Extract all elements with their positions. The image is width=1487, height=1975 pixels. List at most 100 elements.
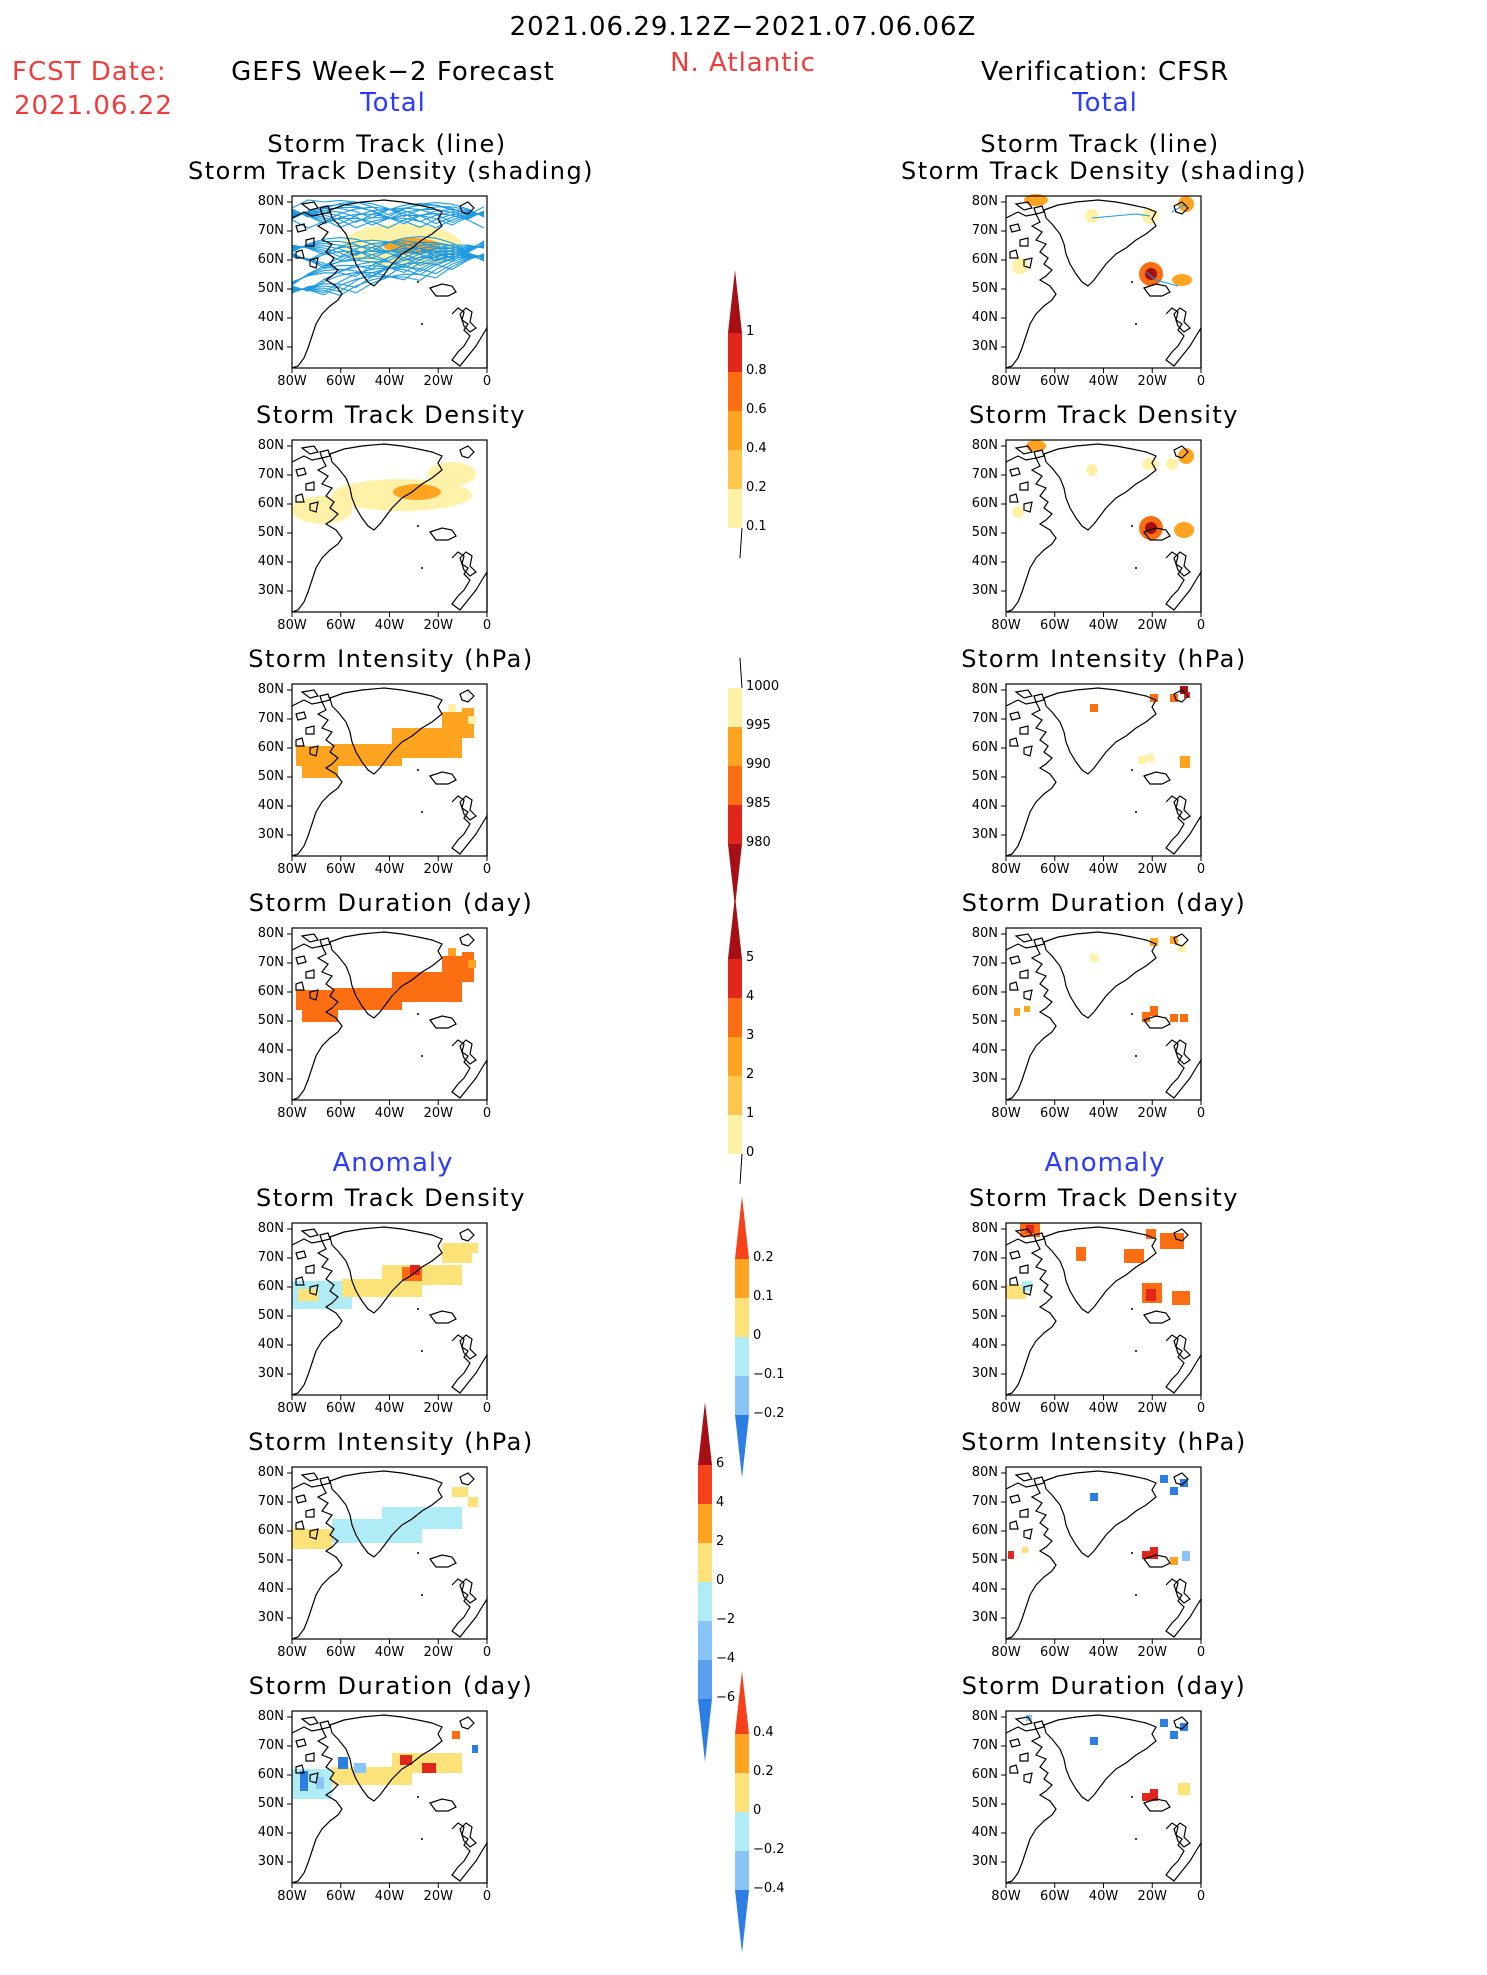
coastline [459, 307, 477, 333]
coastline [1043, 199, 1157, 287]
colorbar-label: 1000 [746, 679, 780, 694]
lat-label: 60N [971, 1523, 998, 1538]
coastline [429, 1554, 457, 1568]
coastline [291, 1726, 343, 1884]
lat-label: 80N [971, 926, 998, 941]
lon-label: 60W [1040, 1106, 1070, 1121]
shading-cell [1150, 1006, 1158, 1016]
colorbar-label: −0.2 [753, 1842, 785, 1857]
colorbar-tail [739, 527, 743, 559]
lat-label: 60N [971, 252, 998, 267]
lat-label: 70N [257, 1494, 284, 1509]
colorbar-swatch [728, 1076, 742, 1115]
shading-cell [316, 1777, 324, 1789]
island-dot [417, 281, 419, 283]
lat-label: 50N [257, 281, 284, 296]
shading-cell [442, 956, 464, 976]
island-dot [1135, 1055, 1137, 1057]
coastline [1009, 1228, 1045, 1296]
colorbar-swatch [698, 1621, 712, 1660]
lon-label: 40W [374, 862, 405, 877]
island-dot [1135, 1838, 1137, 1840]
colorbar-swatch [698, 1543, 712, 1582]
coastline [459, 933, 475, 947]
colorbar-label: 1 [746, 1106, 755, 1121]
colorbar-swatch [728, 372, 742, 411]
lon-label: 80W [277, 1401, 307, 1416]
lon-label: 80W [277, 1645, 307, 1660]
island-dot [421, 1838, 423, 1840]
colorbar-label: 985 [746, 796, 771, 811]
lat-label: 30N [257, 1366, 284, 1381]
lon-label: 80W [277, 374, 307, 389]
lat-label: 70N [257, 467, 284, 482]
lat-label: 30N [971, 1854, 998, 1869]
island-dot [1131, 1552, 1133, 1554]
shading-cell [1180, 1014, 1188, 1022]
lat-label: 30N [971, 827, 998, 842]
shading-cell [292, 1529, 332, 1549]
cfsr-anom-duration-map: 80N 70N 60N 50N 40N 30N 80W 60W 40W 20W 0 [972, 1709, 1205, 1904]
shading-cell [1150, 1789, 1158, 1801]
coastline [329, 931, 443, 1019]
right-anomaly-label: Anomaly [1044, 1148, 1166, 1178]
coastline [1143, 527, 1171, 541]
shading-cell [1026, 1225, 1034, 1233]
colorbar-label: 0.2 [746, 480, 767, 495]
coastline [1009, 201, 1045, 269]
lat-label: 40N [257, 1825, 284, 1840]
lat-label: 50N [257, 1308, 284, 1323]
coastline [1173, 1472, 1189, 1486]
panel-title-track-density-shading-right: Storm Track Density (shading) [900, 157, 1308, 185]
shading-cell [1172, 274, 1192, 286]
coastline [1165, 1822, 1202, 1883]
lon-label: 20W [423, 618, 453, 633]
colorbar-label: 0.6 [746, 402, 767, 417]
right-total-label: Total [1072, 88, 1138, 118]
panel-title-anom-intensity-right: Storm Intensity (hPa) [961, 1428, 1247, 1456]
colorbar-swatch [735, 1890, 749, 1953]
coastline [451, 1578, 488, 1639]
panel-title-duration-left: Storm Duration (day) [248, 889, 534, 917]
coastline [1173, 1578, 1191, 1604]
lat-label: 70N [971, 1250, 998, 1265]
lat-label: 50N [257, 525, 284, 540]
colorbar-label: 3 [746, 1028, 755, 1043]
colorbar-swatch [728, 727, 742, 766]
lat-label: 80N [257, 1465, 284, 1480]
lon-label: 40W [1088, 1106, 1119, 1121]
lon-label: 40W [1088, 618, 1119, 633]
shading-cell [1170, 1557, 1178, 1565]
shading-cell [410, 1265, 420, 1275]
lon-label: 0 [1196, 1889, 1206, 1904]
colorbar-swatch [698, 1402, 712, 1465]
intensity-colorbar: 1000 995 990 985 980 [726, 650, 786, 929]
lon-label: 0 [482, 862, 492, 877]
colorbar-swatch [728, 270, 742, 333]
lat-label: 80N [257, 438, 284, 453]
colorbar-swatch [728, 333, 742, 372]
lat-label: 80N [971, 1465, 998, 1480]
coastline [429, 1015, 457, 1029]
coastline [329, 687, 443, 775]
lon-label: 40W [374, 1889, 405, 1904]
lat-label: 60N [257, 984, 284, 999]
anom-intensity-colorbar: 6 4 2 0 −2 −4 −6 [696, 1388, 756, 1784]
coastline [1005, 1238, 1057, 1396]
island-dot [1135, 567, 1137, 569]
coastline [459, 1334, 477, 1360]
shading-cell [1160, 1233, 1184, 1249]
lat-label: 50N [971, 525, 998, 540]
right-column-title: Verification: CFSR [980, 57, 1230, 87]
coastline [451, 795, 488, 856]
lon-label: 60W [326, 374, 356, 389]
colorbar-label: 0 [746, 1145, 755, 1160]
lon-label: 60W [1040, 618, 1070, 633]
shading-cell [1180, 686, 1188, 694]
lon-label: 20W [423, 1106, 453, 1121]
storm-track-line [291, 199, 485, 216]
colorbar-label: 980 [746, 835, 771, 850]
island-dot [1131, 1308, 1133, 1310]
lat-label: 60N [257, 740, 284, 755]
colorbar-swatch [698, 1465, 712, 1504]
